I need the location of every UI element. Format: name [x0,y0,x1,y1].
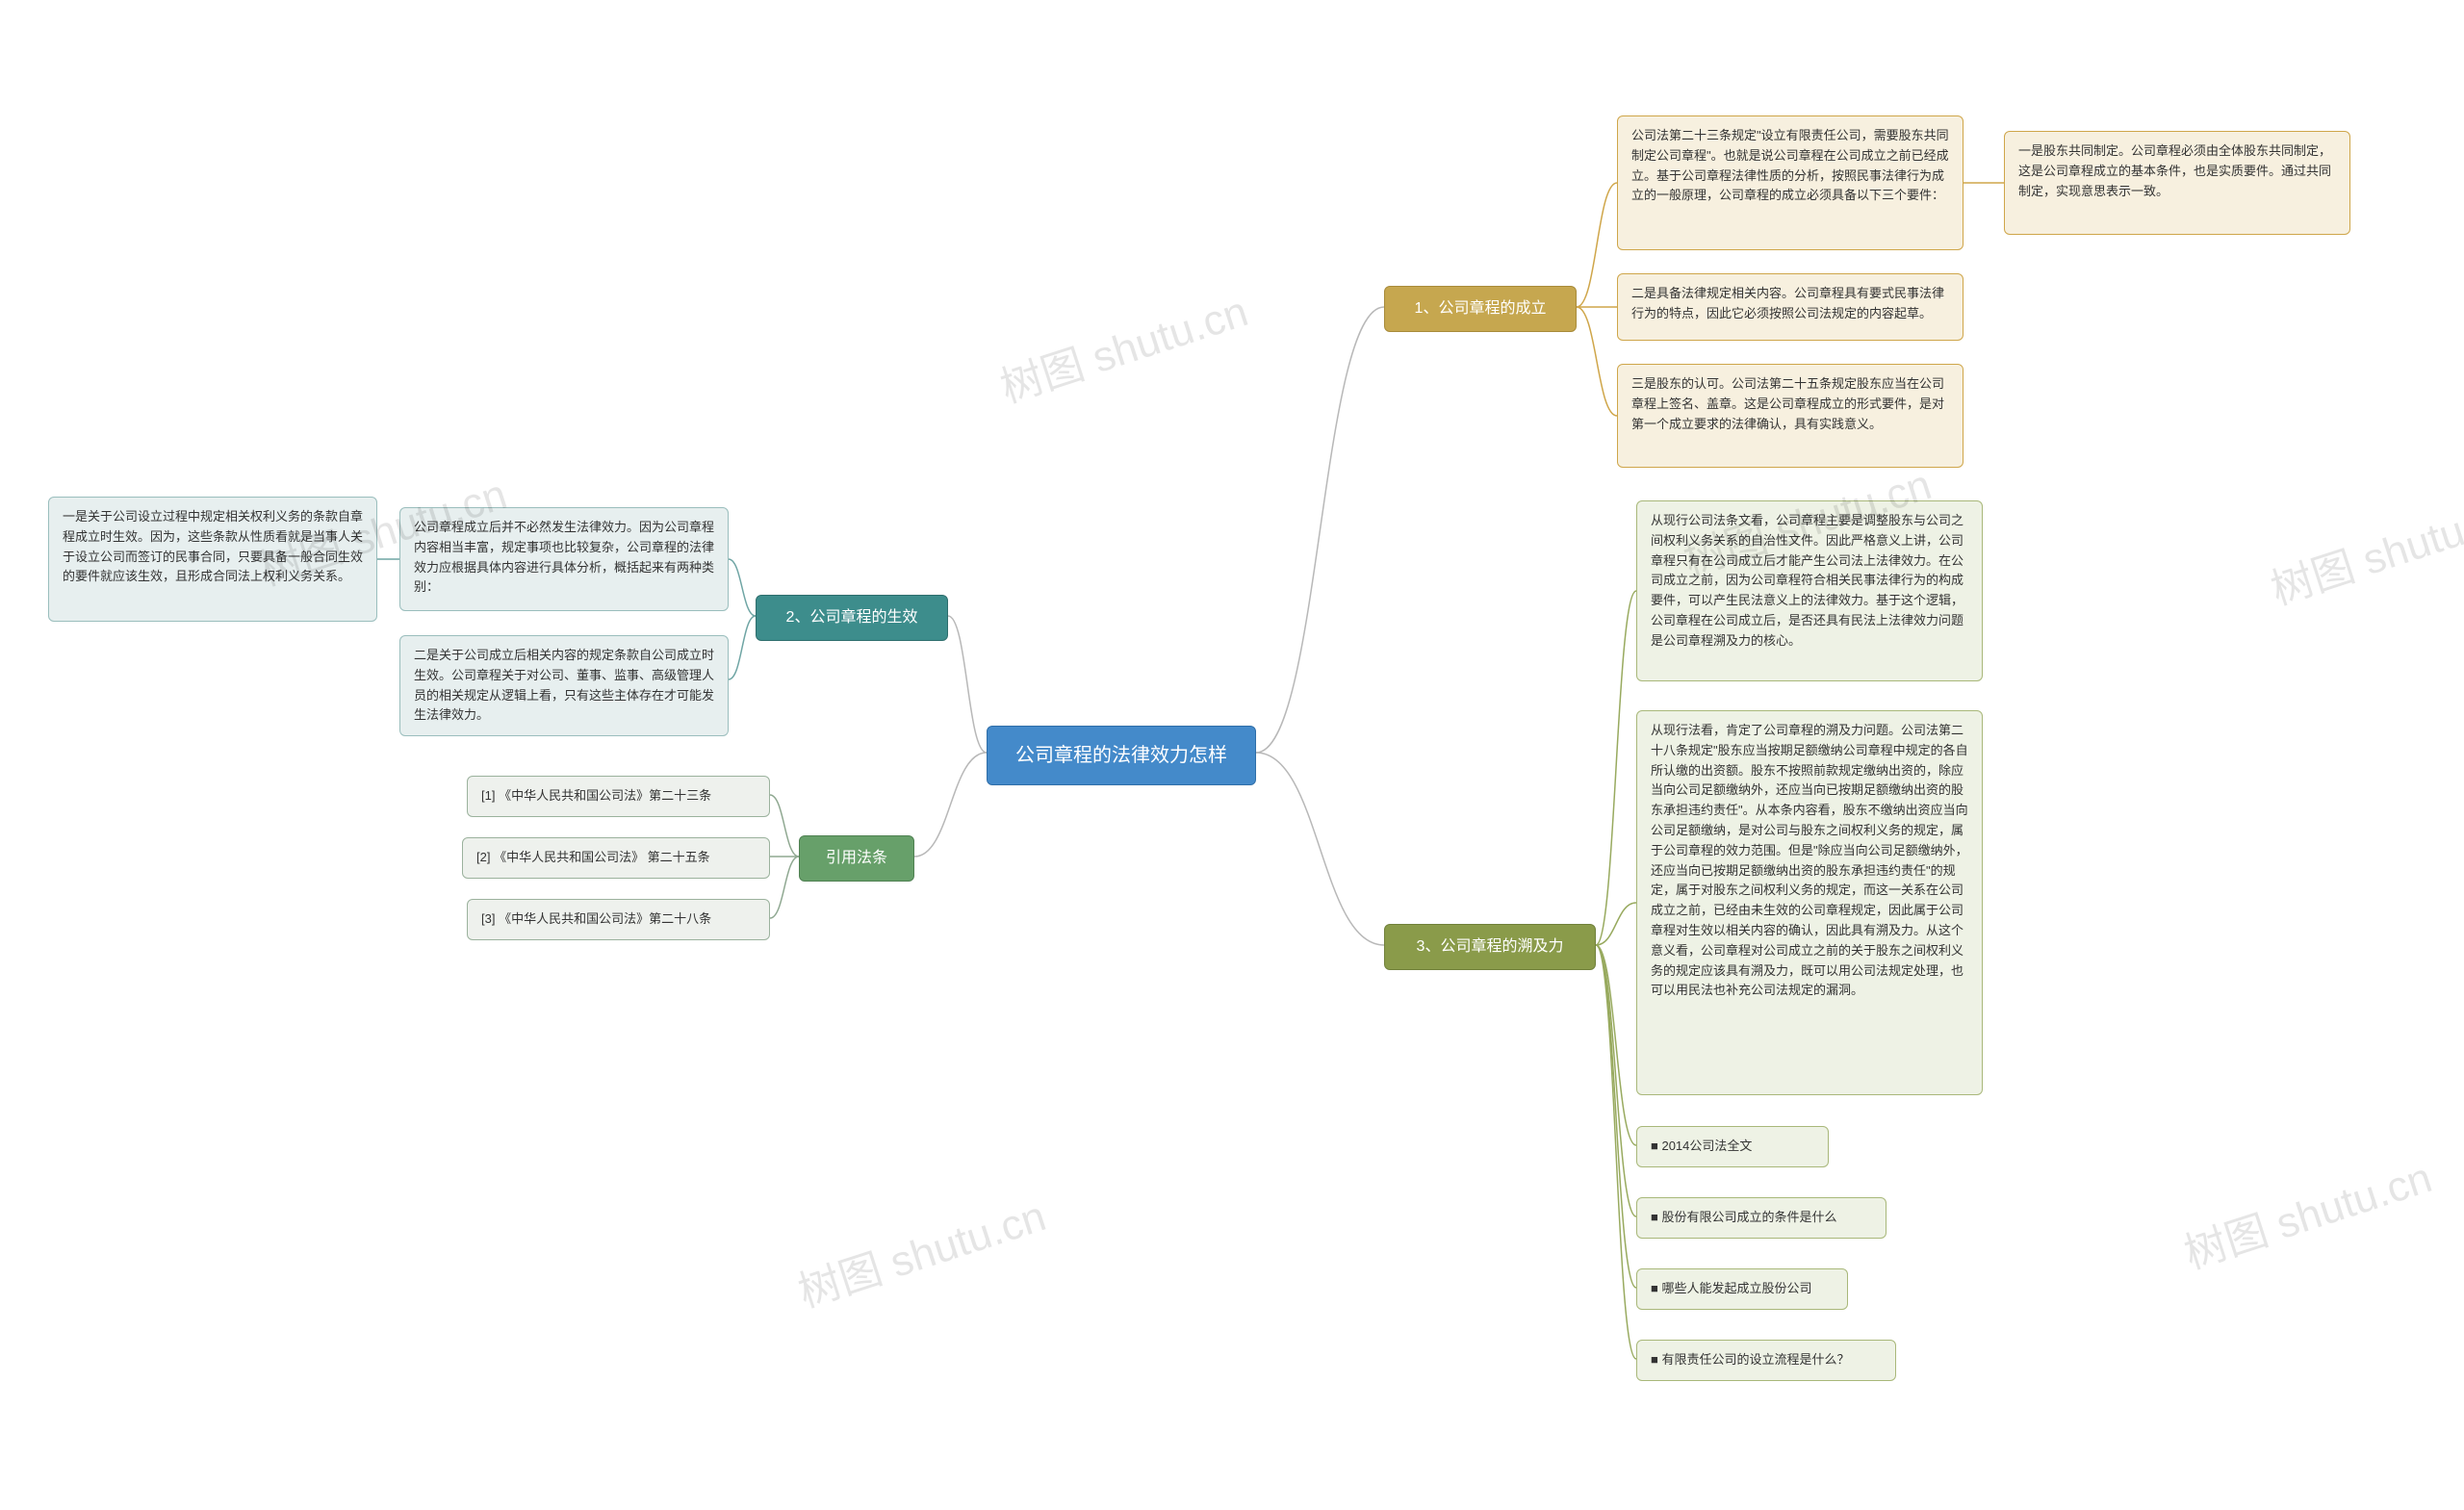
b1c2: 二是具备法律规定相关内容。公司章程具有要式民事法律行为的特点，因此它必须按照公司… [1617,273,1964,341]
watermark: 树图 shutu.cn [789,1182,1052,1319]
b4c1: [1] 《中华人民共和国公司法》第二十三条 [467,776,770,817]
watermark: 树图 shutu.cn [991,277,1254,415]
b3: 3、公司章程的溯及力 [1384,924,1596,970]
b2c2: 二是关于公司成立后相关内容的规定条款自公司成立时生效。公司章程关于对公司、董事、… [399,635,729,736]
b1: 1、公司章程的成立 [1384,286,1577,332]
mindmap-canvas: 公司章程的法律效力怎样 1、公司章程的成立公司法第二十三条规定"设立有限责任公司，… [0,0,2464,1510]
b1c1: 公司法第二十三条规定"设立有限责任公司，需要股东共同制定公司章程"。也就是说公司… [1617,115,1964,250]
b1c1a: 一是股东共同制定。公司章程必须由全体股东共同制定，这是公司章程成立的基本条件，也… [2004,131,2350,235]
b1c3: 三是股东的认可。公司法第二十五条规定股东应当在公司章程上签名、盖章。这是公司章程… [1617,364,1964,468]
b3c3: ■ 2014公司法全文 [1636,1126,1829,1167]
b2c1: 公司章程成立后并不必然发生法律效力。因为公司章程内容相当丰富，规定事项也比较复杂… [399,507,729,611]
b3c4: ■ 股份有限公司成立的条件是什么 [1636,1197,1886,1239]
watermark: 树图 shutu.cn [2262,479,2464,617]
b2c1a: 一是关于公司设立过程中规定相关权利义务的条款自章程成立时生效。因为，这些条款从性… [48,497,377,622]
b3c1: 从现行公司法条文看，公司章程主要是调整股东与公司之间权利义务关系的自治性文件。因… [1636,500,1983,681]
b2: 2、公司章程的生效 [756,595,948,641]
root: 公司章程的法律效力怎样 [987,726,1256,785]
b3c2: 从现行法看，肯定了公司章程的溯及力问题。公司法第二十八条规定"股东应当按期足额缴… [1636,710,1983,1095]
b3c5: ■ 哪些人能发起成立股份公司 [1636,1268,1848,1310]
watermark: 树图 shutu.cn [2175,1143,2438,1281]
b4c2: [2] 《中华人民共和国公司法》 第二十五条 [462,837,770,879]
b4: 引用法条 [799,835,914,882]
b3c6: ■ 有限责任公司的设立流程是什么？ [1636,1340,1896,1381]
b4c3: [3] 《中华人民共和国公司法》第二十八条 [467,899,770,940]
